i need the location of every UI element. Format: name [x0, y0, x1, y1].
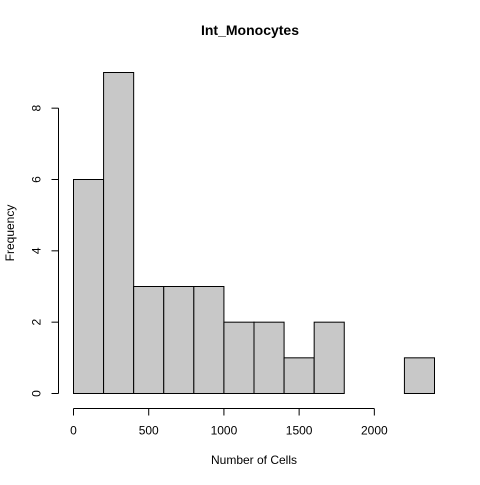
x-axis-tick-label: 1000	[211, 424, 238, 438]
y-axis: 0 2 4 6 8	[30, 105, 59, 397]
histogram-bar-4	[193, 286, 225, 394]
y-axis-tick-label: 4	[30, 247, 44, 254]
histogram-bar-0	[73, 179, 105, 394]
histogram-bar-11	[403, 357, 435, 395]
x-axis-label: Number of Cells	[211, 453, 297, 467]
y-axis-tick-label: 0	[30, 390, 44, 397]
y-axis-tick-label: 8	[30, 105, 44, 112]
y-axis-tick-label: 2	[30, 319, 44, 326]
histogram-bar-8	[313, 321, 345, 394]
x-axis-tick-label: 2000	[361, 424, 388, 438]
x-axis: 0 500 1000 1500 2000	[70, 408, 388, 438]
histogram-bar-5	[223, 321, 255, 394]
x-axis-tick-label: 0	[70, 424, 77, 438]
histogram-bar-6	[253, 321, 285, 394]
histogram-bar-1	[103, 72, 135, 394]
chart-title: Int_Monocytes	[201, 22, 299, 38]
histogram-bars	[73, 72, 435, 395]
y-axis-tick-label: 6	[30, 176, 44, 183]
x-axis-tick-label: 500	[139, 424, 159, 438]
histogram-bar-3	[163, 286, 195, 394]
histogram-bar-7	[283, 357, 315, 395]
y-axis-label: Frequency	[3, 205, 17, 262]
x-axis-tick-label: 1500	[286, 424, 313, 438]
histogram-bar-2	[133, 286, 165, 394]
